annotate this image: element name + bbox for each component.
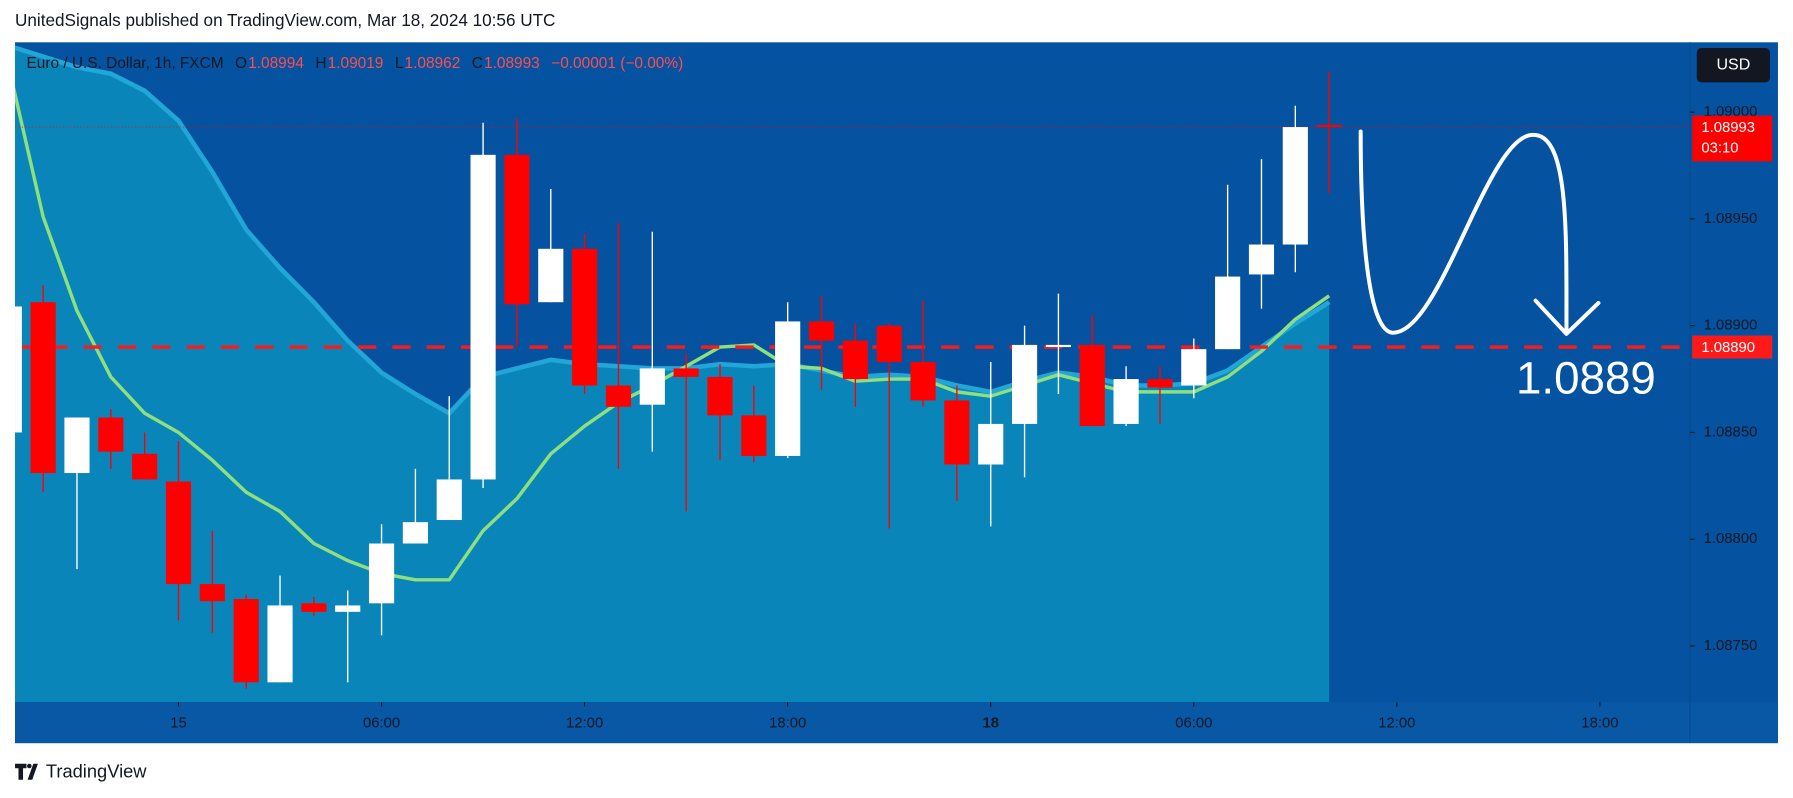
candle-body	[98, 417, 124, 452]
plot-area	[15, 45, 1690, 702]
candle-body	[639, 368, 665, 405]
candle-body	[842, 340, 868, 380]
candle-body	[1181, 349, 1207, 386]
candle-body	[233, 599, 259, 683]
last-price-label: 1.08993	[1701, 120, 1755, 136]
candle-body	[1248, 244, 1275, 275]
x-tick-label: 18:00	[1581, 716, 1618, 732]
level-annotation: 1.0889	[1516, 352, 1656, 403]
currency-label[interactable]: USD	[1716, 56, 1750, 73]
candle-body	[876, 325, 902, 362]
candle-body	[775, 321, 801, 456]
candle-body	[572, 248, 598, 386]
candle-body	[944, 400, 970, 465]
candle-body	[1215, 276, 1241, 350]
y-tick-label: 1.08750	[1704, 638, 1758, 654]
level-price-label: 1.08890	[1701, 340, 1755, 356]
legend-key: H	[315, 55, 326, 72]
candle-body	[402, 522, 428, 544]
candle-body	[1282, 127, 1308, 245]
candle-body	[910, 361, 936, 401]
legend-value: 1.09019	[328, 55, 384, 72]
candle-body	[301, 603, 327, 612]
legend-change: −0.00001 (−0.00%)	[551, 55, 683, 72]
y-tick-label: 1.08900	[1704, 318, 1758, 334]
candle-body	[470, 154, 496, 480]
x-tick-label: 12:00	[566, 716, 603, 732]
indicator-area-edge	[15, 45, 1331, 417]
candle-body	[15, 306, 22, 433]
time-axis	[15, 701, 1778, 744]
candle-body	[1079, 344, 1105, 427]
candle-body	[605, 385, 632, 407]
legend-key: L	[395, 55, 404, 72]
y-tick-label: 1.08800	[1704, 531, 1758, 547]
candle-body	[1316, 124, 1342, 128]
x-tick-label: 18	[982, 716, 999, 732]
candle-body	[1113, 379, 1139, 424]
candle-body	[538, 248, 564, 303]
candle-body	[132, 453, 158, 480]
candle-body	[707, 376, 733, 416]
y-tick-label: 1.08950	[1704, 211, 1758, 227]
moving-average	[15, 86, 1331, 582]
candle-body	[673, 368, 699, 377]
countdown-label: 03:10	[1701, 141, 1738, 157]
legend-value: 1.08993	[484, 55, 540, 72]
candle-body	[741, 415, 767, 456]
candle-body	[30, 302, 56, 474]
x-tick-label: 06:00	[363, 716, 400, 732]
x-tick-label: 18:00	[769, 716, 806, 732]
legend-key: O	[235, 55, 247, 72]
candle-body	[64, 417, 90, 474]
legend-value: 1.08994	[248, 55, 304, 72]
y-tick-label: 1.08850	[1704, 424, 1758, 440]
x-tick-label: 15	[170, 716, 187, 732]
legend-symbol: Euro / U.S. Dollar, 1h, FXCM	[26, 55, 223, 72]
drawn-arrow	[1358, 129, 1601, 336]
x-tick-label: 12:00	[1378, 716, 1415, 732]
candle-body	[267, 605, 293, 683]
candle-body	[1147, 379, 1173, 388]
candle-body	[335, 605, 361, 612]
candle-body	[368, 543, 395, 604]
legend-value: 1.08962	[405, 55, 461, 72]
candle-body	[808, 321, 835, 341]
x-tick-label: 06:00	[1175, 716, 1212, 732]
currency-button[interactable]	[1696, 48, 1770, 83]
candle-body	[1045, 344, 1071, 348]
last-price-box	[1692, 115, 1773, 162]
publish-header: UnitedSignals published on TradingView.c…	[15, 10, 555, 30]
level-price-box	[1692, 335, 1773, 359]
candle-body	[436, 479, 462, 521]
legend-key: C	[472, 55, 483, 72]
candle-body	[1011, 344, 1038, 424]
candle-body	[165, 481, 192, 585]
candle-body	[504, 154, 530, 305]
tv-logo	[15, 763, 38, 780]
candle-body	[199, 584, 225, 602]
brand: TradingView	[46, 761, 147, 782]
candle-body	[978, 423, 1004, 465]
